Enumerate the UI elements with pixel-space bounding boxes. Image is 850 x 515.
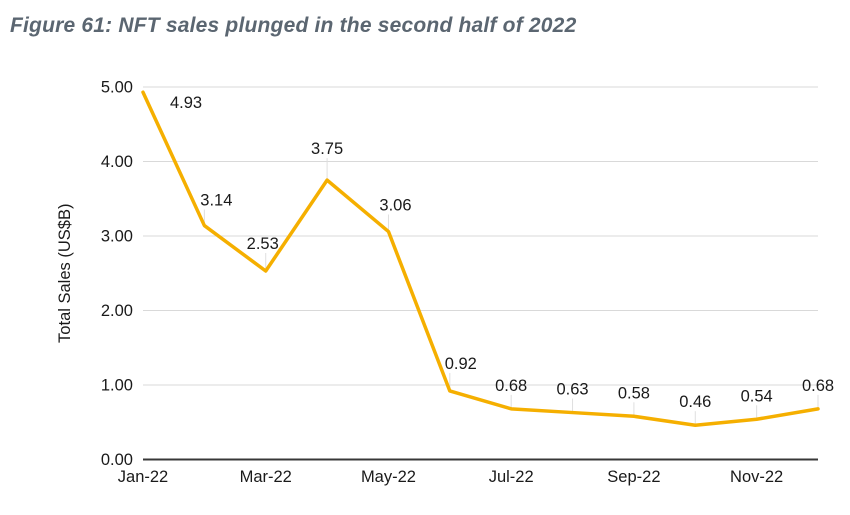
y-tick-label: 3.00	[101, 228, 133, 246]
x-tick-label: Jul-22	[489, 468, 534, 486]
y-tick-label: 4.00	[101, 153, 133, 171]
x-tick-label: Jan-22	[118, 468, 168, 486]
x-tick-label: Nov-22	[730, 468, 783, 486]
data-label: 3.75	[311, 140, 343, 158]
data-label: 0.58	[618, 384, 650, 402]
y-tick-label: 2.00	[101, 302, 133, 320]
series-line-total-sales	[141, 90, 820, 427]
y-tick-label: 5.00	[101, 79, 133, 97]
data-label: 0.92	[445, 355, 477, 373]
data-label: 4.93	[170, 94, 202, 112]
x-tick-label: Mar-22	[240, 468, 292, 486]
data-label: 0.54	[741, 387, 773, 405]
data-label: 0.63	[556, 381, 588, 399]
data-label: 0.68	[802, 377, 834, 395]
data-label: 3.06	[379, 197, 411, 215]
y-tick-label: 0.00	[101, 451, 133, 469]
x-tick-label: May-22	[361, 468, 416, 486]
y-tick-label: 1.00	[101, 377, 133, 395]
figure-title: Figure 61: NFT sales plunged in the seco…	[10, 14, 577, 37]
data-label: 0.68	[495, 377, 527, 395]
data-label: 2.53	[247, 235, 279, 253]
data-label: 3.14	[200, 192, 232, 210]
data-label: 0.46	[679, 393, 711, 411]
x-tick-label: Sep-22	[607, 468, 660, 486]
y-axis-title: Total Sales (US$B)	[56, 204, 74, 343]
